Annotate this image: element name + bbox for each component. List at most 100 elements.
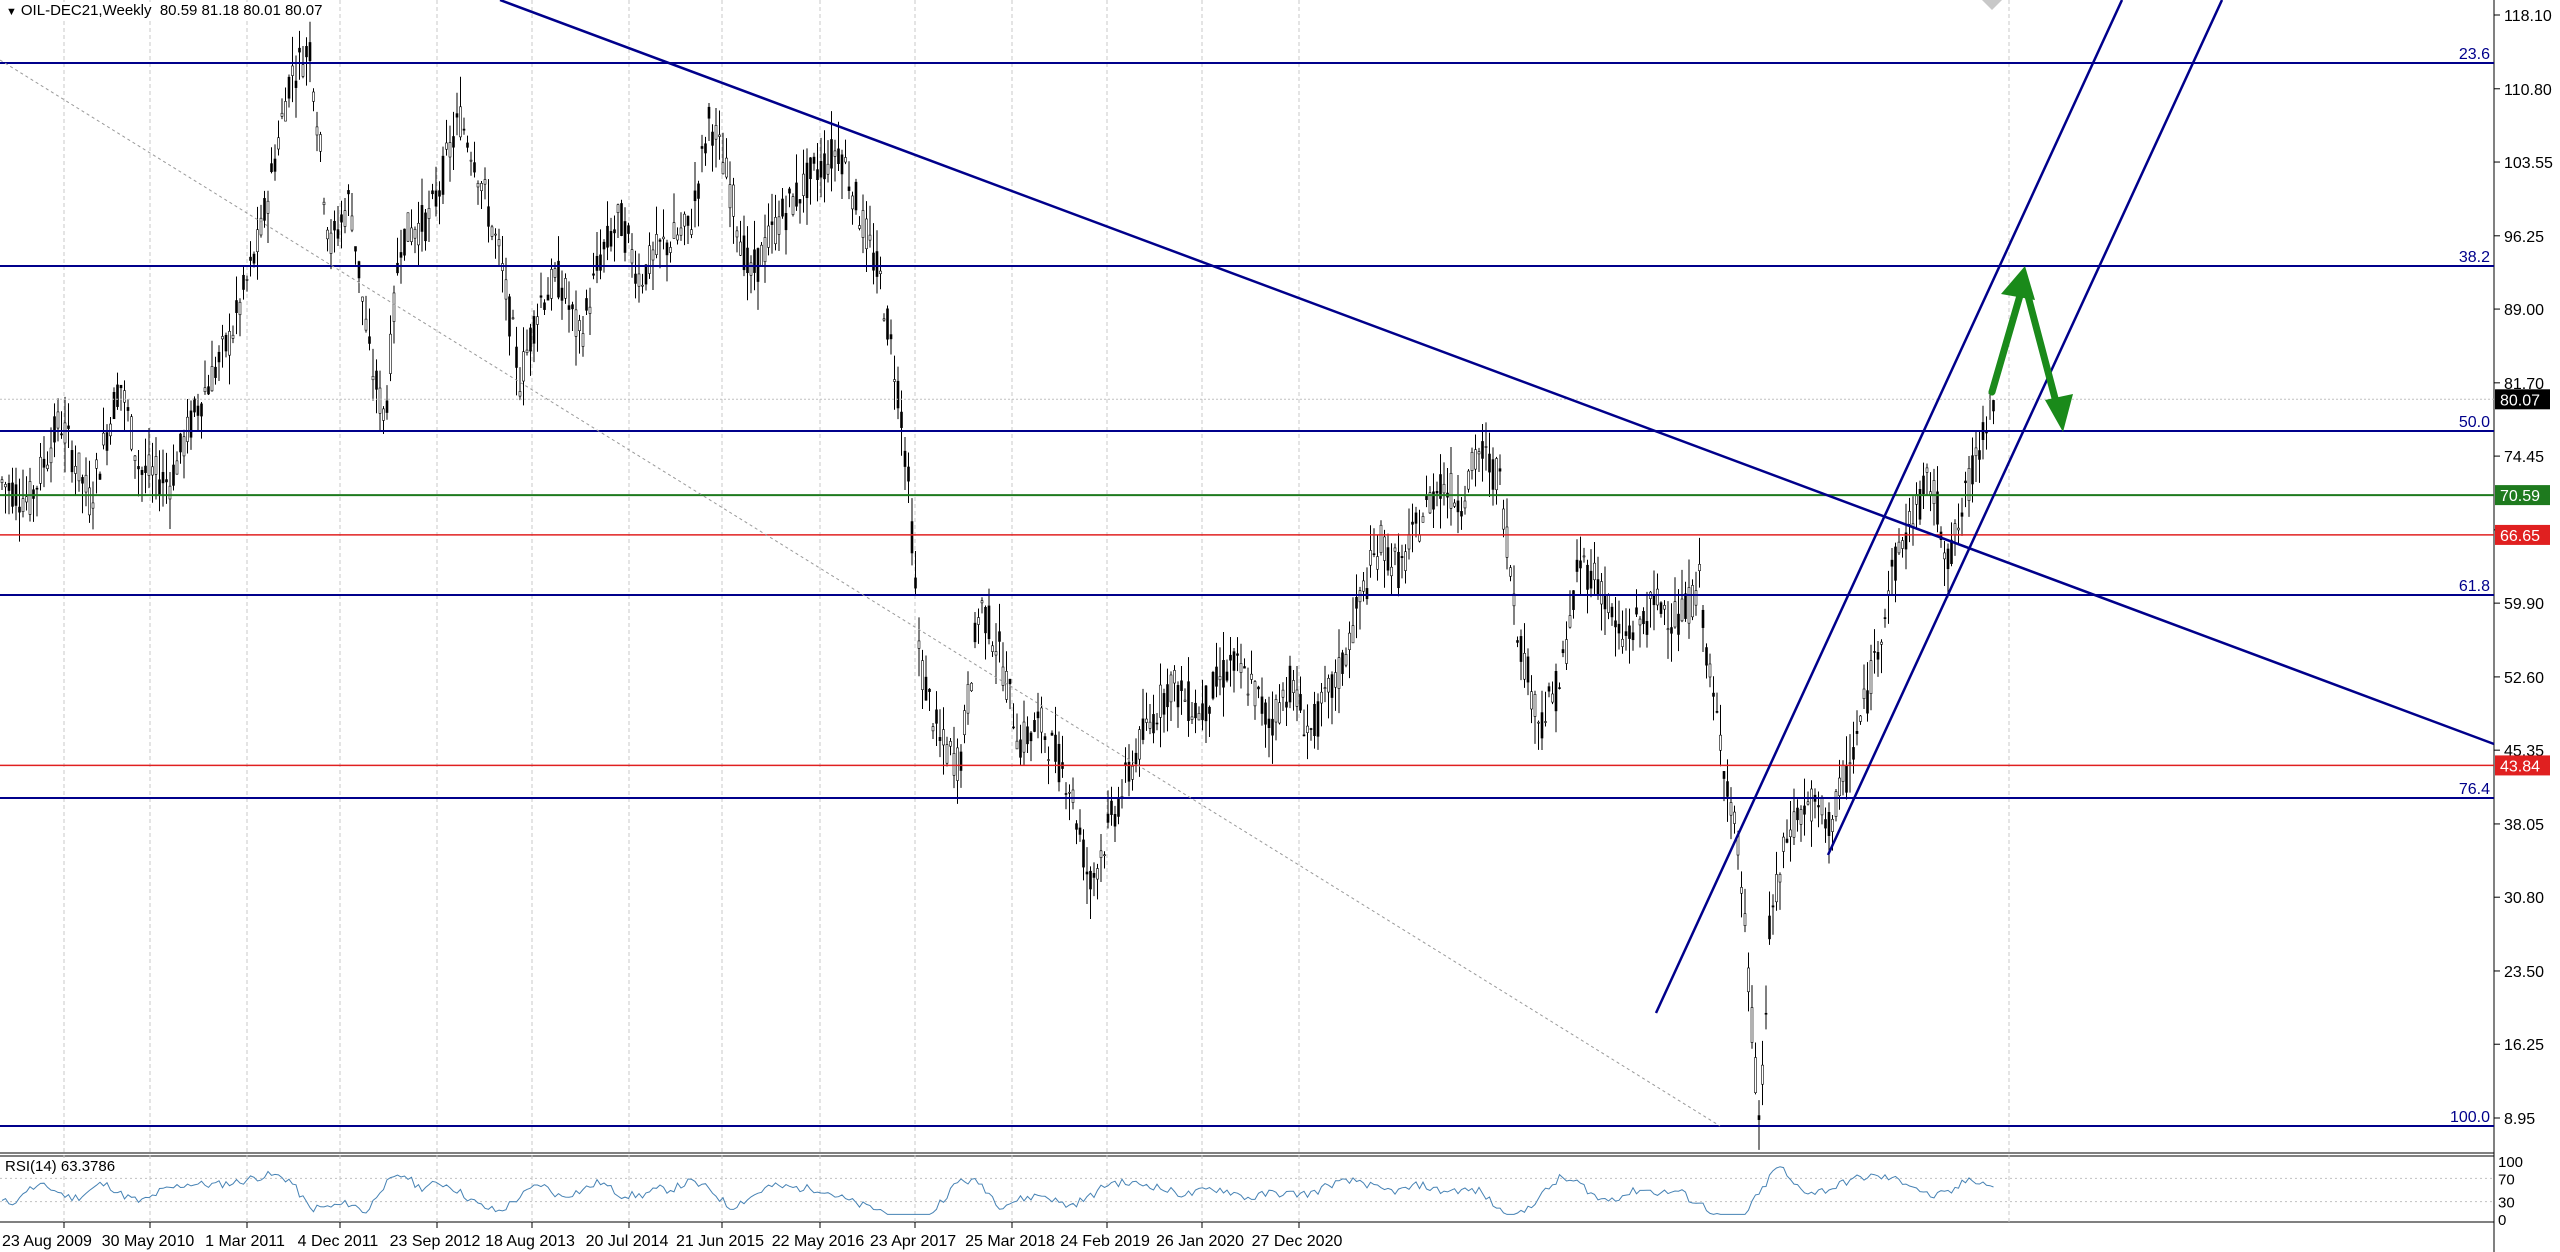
price-bar-body: [721, 162, 725, 175]
price-bar-body: [1614, 620, 1617, 628]
price-bar-body: [1134, 752, 1138, 765]
price-bar-body: [1708, 663, 1712, 678]
price-bar-body: [1432, 491, 1435, 510]
price-bar-body: [329, 232, 333, 254]
price-bar-body: [1036, 711, 1040, 719]
price-bar-body: [91, 502, 95, 509]
price-bar-body: [690, 229, 693, 235]
price-bar-body: [1761, 1064, 1764, 1085]
price-bar-body: [1796, 807, 1799, 821]
price-bar-body: [1838, 777, 1841, 797]
price-bar-body: [637, 273, 641, 287]
price-bar-body: [497, 239, 501, 247]
price-bar-body: [1078, 827, 1082, 835]
chevron-down-icon[interactable]: ▼: [6, 6, 17, 18]
price-bar-body: [347, 190, 350, 195]
price-bar-body: [658, 239, 662, 242]
price-bar-body: [1169, 674, 1173, 703]
price-bar-body: [1260, 696, 1264, 714]
price-bar-body: [1764, 1012, 1768, 1015]
price-bar-body: [1922, 475, 1925, 495]
price-bar-body: [998, 631, 1001, 642]
price-bar-body: [938, 737, 942, 741]
price-bar-body: [105, 432, 109, 451]
price-label: 103.55: [2504, 155, 2553, 172]
price-bar-body: [1768, 915, 1771, 940]
price-bar-body: [760, 244, 763, 267]
price-bar-body: [466, 142, 469, 148]
price-bar-body: [42, 458, 46, 468]
price-bar-body: [1040, 707, 1043, 733]
price-bar-body: [284, 101, 287, 122]
price-bar-body: [56, 411, 60, 429]
price-bar-body: [1684, 593, 1687, 619]
projection-arrows[interactable]: [1988, 266, 2073, 432]
price-bar-body: [1306, 725, 1309, 733]
price-bar-body: [623, 221, 627, 253]
price-bar-body: [357, 261, 361, 279]
price-bar-body: [1106, 813, 1110, 823]
price-bar-body: [903, 450, 907, 467]
price-bar-body: [861, 210, 865, 238]
price-bar-body: [1523, 652, 1526, 680]
price-label: 89.00: [2504, 302, 2544, 319]
chart-title[interactable]: ▼ OIL-DEC21,Weekly 80.59 81.18 80.01 80.0…: [2, 2, 327, 19]
price-bar-body: [1404, 551, 1407, 571]
price-bar-body: [966, 684, 970, 714]
price-bar-body: [949, 741, 952, 747]
price-bar-body: [189, 410, 193, 438]
price-bars: [0, 21, 1995, 1150]
fib-level-label: 61.8: [2459, 578, 2490, 595]
price-bar-body: [557, 260, 560, 298]
price-bar-body: [1071, 789, 1075, 803]
price-bar-body: [536, 316, 539, 325]
channel-upper-line: [1654, 0, 2124, 1014]
price-bar-body: [1453, 502, 1456, 507]
price-bar-body: [1680, 598, 1684, 622]
price-tags: 80.07 70.59 66.65 43.84: [1982, 0, 2550, 776]
price-label: 118.10: [2504, 8, 2552, 25]
price-bar-body: [1705, 647, 1708, 666]
price-bar-body: [858, 225, 861, 229]
horizontal-levels[interactable]: 23.6 38.2 50.0 61.8 76.4 100.0: [0, 46, 2494, 1127]
price-bar-body: [697, 183, 700, 199]
price-bar-body: [1810, 788, 1813, 822]
price-bar-body: [130, 416, 133, 450]
price-bar-body: [1474, 449, 1477, 470]
price-bar-body: [1267, 718, 1271, 729]
price-bar-body: [1953, 523, 1957, 535]
trendlines[interactable]: [0, 0, 2495, 1127]
price-bar-body: [952, 753, 956, 776]
price-bar-body: [1218, 676, 1222, 681]
price-bar-body: [1362, 580, 1365, 592]
price-bar-body: [1229, 654, 1232, 661]
price-bar-body: [1019, 739, 1022, 758]
price-bar-body: [256, 229, 259, 252]
price-bar-body: [522, 351, 525, 382]
price-bar-body: [1565, 639, 1568, 664]
time-label: 4 Dec 2011: [298, 1233, 379, 1250]
price-bar-body: [1967, 468, 1971, 501]
green-level-tag: 70.59: [2500, 488, 2540, 505]
price-bar-body: [294, 80, 298, 88]
price-bar-body: [1463, 500, 1467, 509]
price-bar-body: [816, 169, 819, 181]
price-bar-body: [532, 316, 536, 344]
price-bar-body: [1897, 541, 1901, 554]
price-bar-body: [970, 682, 973, 692]
price-bar-body: [319, 134, 322, 152]
price-bar-body: [1498, 468, 1502, 472]
price-bar-body: [60, 433, 63, 436]
price-bar-body: [1344, 654, 1348, 666]
price-bar-body: [137, 466, 140, 470]
price-bar-body: [1393, 547, 1397, 552]
price-bar-body: [1250, 673, 1253, 680]
price-label: 110.80: [2504, 82, 2552, 99]
price-bar-body: [434, 190, 438, 207]
price-bar-body: [826, 163, 830, 175]
price-bar-body: [1673, 601, 1677, 628]
price-bar-body: [1425, 495, 1428, 500]
price-bar-body: [480, 183, 483, 192]
